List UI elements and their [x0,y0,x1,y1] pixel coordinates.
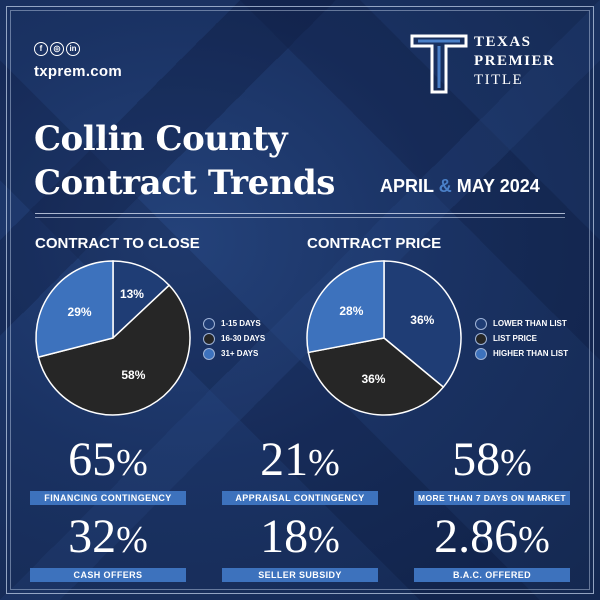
title-line-2: Contract Trends [34,163,335,203]
pie-slice [37,284,191,416]
logo-line-1: TEXAS [474,34,532,50]
stat-label: MORE THAN 7 DAYS ON MARKET [414,491,570,505]
stat-label: APPRAISAL CONTINGENCY [222,491,378,505]
instagram-icon[interactable]: ◎ [50,42,64,56]
pie-data-label: 13% [120,287,144,301]
stat-label: CASH OFFERS [30,568,186,582]
linkedin-icon[interactable]: in [66,42,80,56]
social-links: f ◎ in [34,42,80,56]
page-title: Collin County Contract Trends [34,117,335,205]
stat-bac-offered: 2.86% B.A.C. OFFERED [414,513,570,582]
stat-cash-offers: 32% CASH OFFERS [30,513,186,582]
logo-t-icon [410,34,468,94]
logo-line-2: PREMIER [474,53,556,69]
outer-frame [6,6,594,594]
legend-item: LIST PRICE [475,331,568,346]
date-month-1: APRIL [380,176,434,196]
stat-value: 65% [68,433,148,486]
legend-swatch [475,347,487,360]
inner-frame [10,10,590,590]
legend-label: HIGHER THAN LIST [493,349,569,358]
legend-label: 1-15 DAYS [221,319,261,328]
legend-label: LOWER THAN LIST [493,319,567,328]
logo-text: TEXAS PREMIER TITLE [474,33,555,90]
date-month-2: MAY 2024 [456,176,540,196]
website-link[interactable]: txprem.com [34,63,123,80]
pie-data-label: 36% [410,313,434,327]
logo-line-3: TITLE [474,72,524,88]
pie-slice [35,260,114,359]
stat-seller-subsidy: 18% SELLER SUBSIDY [222,513,378,582]
legend-swatch [203,347,215,360]
pie-data-label: 36% [361,372,385,386]
legend-item: 1-15 DAYS [203,316,265,331]
stat-label: SELLER SUBSIDY [222,568,378,582]
stat-value: 32% [68,510,148,563]
legend-label: LIST PRICE [493,334,538,343]
pie-slice [307,337,445,416]
legend-swatch [203,317,215,330]
legend-contract-to-close: 1-15 DAYS 16-30 DAYS 31+ DAYS [203,316,265,361]
title-line-1: Collin County [34,119,288,159]
facebook-icon[interactable]: f [34,42,48,56]
legend-item: 16-30 DAYS [203,331,265,346]
date-range: APRIL & MAY 2024 [380,176,540,197]
legend-swatch [203,332,215,345]
pie-slice [112,260,171,340]
pie-data-label: 28% [339,304,363,318]
pie-data-label: 58% [121,368,145,382]
stat-value: 21% [260,433,340,486]
divider [35,217,565,218]
stat-value: 58% [452,433,532,486]
pie-slice [306,260,385,354]
chart-title-contract-price: CONTRACT PRICE [307,235,442,252]
pie-data-label: 29% [68,305,92,319]
stat-value: 2.86% [434,510,550,563]
stat-value: 18% [260,510,340,563]
legend-item: 31+ DAYS [203,346,265,361]
legend-item: LOWER THAN LIST [475,316,568,331]
chart-title-contract-to-close: CONTRACT TO CLOSE [35,235,200,252]
stat-appraisal-contingency: 21% APPRAISAL CONTINGENCY [222,436,378,505]
divider [35,213,565,214]
pie-slice [383,260,462,389]
stat-financing-contingency: 65% FINANCING CONTINGENCY [30,436,186,505]
date-ampersand: & [438,176,452,196]
stat-label: B.A.C. OFFERED [414,568,570,582]
legend-item: HIGHER THAN LIST [475,346,568,361]
legend-label: 31+ DAYS [221,349,259,358]
legend-swatch [475,332,487,345]
legend-contract-price: LOWER THAN LIST LIST PRICE HIGHER THAN L… [475,316,568,361]
legend-label: 16-30 DAYS [221,334,266,343]
stat-days-on-market: 58% MORE THAN 7 DAYS ON MARKET [414,436,570,505]
stat-label: FINANCING CONTINGENCY [30,491,186,505]
legend-swatch [475,317,487,330]
